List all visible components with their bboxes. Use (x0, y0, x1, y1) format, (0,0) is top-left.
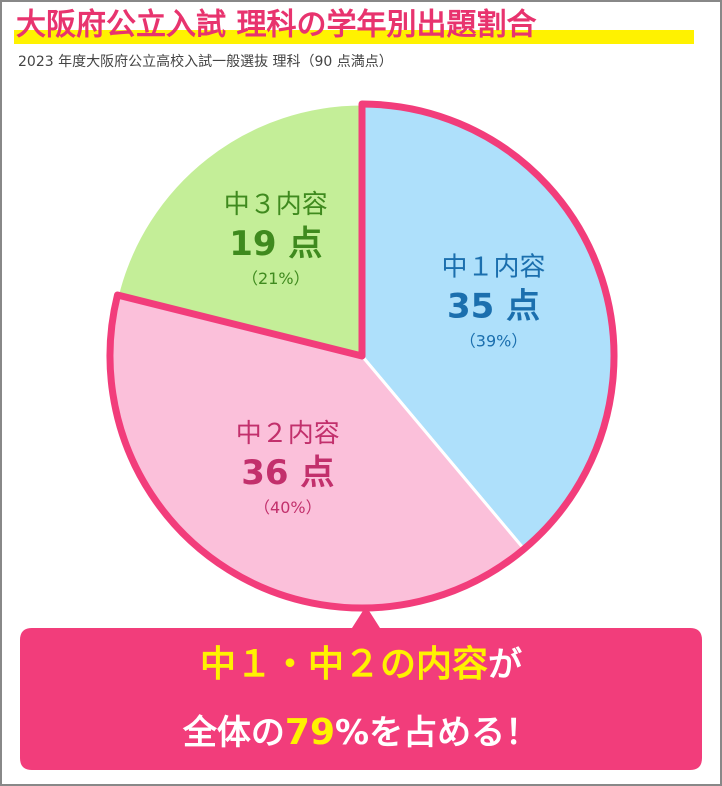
pie-slice (115, 102, 364, 358)
callout-text: 全体の (182, 713, 285, 753)
value-label: 35 点 (447, 287, 540, 327)
callout-highlight: 中１・中２の内容 (200, 644, 488, 685)
slice-label: 中１内容 (442, 253, 546, 283)
callout-line: 全体の79%を占める！ (182, 712, 539, 753)
slice-label: 中３内容 (224, 190, 328, 220)
title-highlight (14, 30, 694, 44)
pie: 中１内容 35 点 （39%） 中２内容 36 点 （40%） 中３内容 19 点 （21%） (106, 100, 618, 612)
highlight-outline (106, 100, 618, 612)
callout-line: 中１・中２の内容が (200, 644, 522, 685)
share-label: （40%） (254, 498, 322, 517)
callout-text: %を占める！ (335, 713, 539, 753)
share-label: （21%） (242, 269, 310, 288)
value-label: 36 点 (241, 453, 334, 493)
callout-text: が (488, 645, 522, 685)
slice-label: 中２内容 (236, 419, 340, 449)
value-label: 19 点 (229, 224, 322, 264)
callout-box (20, 606, 702, 770)
chart-title: 大阪府公立入試 理科の学年別出題割合 (16, 8, 536, 43)
share-label: （39%） (460, 332, 528, 351)
callout-number: 79 (285, 712, 335, 753)
chart-subtitle: 2023 年度大阪府公立高校入試一般選抜 理科（90 点満点） (18, 53, 393, 70)
